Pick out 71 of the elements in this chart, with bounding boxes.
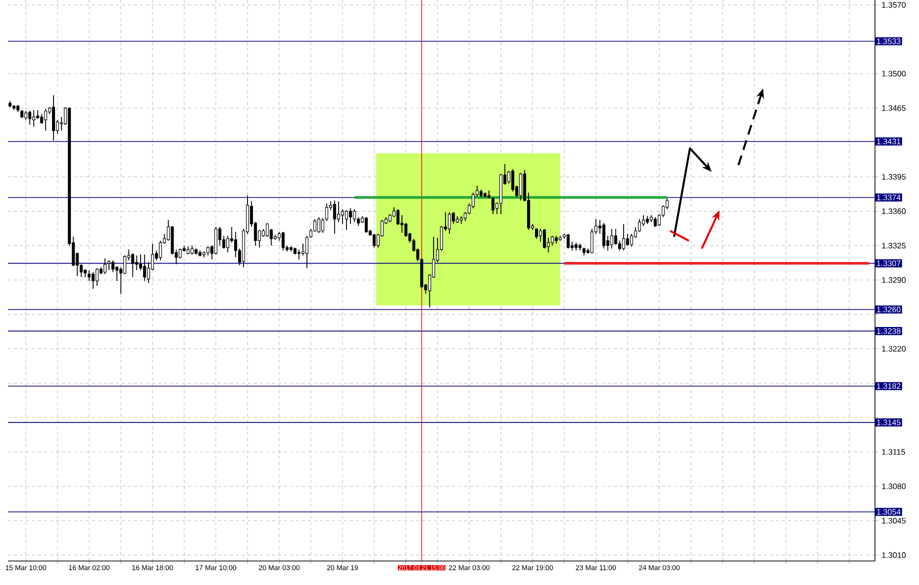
candlestick xyxy=(135,254,138,271)
candlestick xyxy=(298,249,300,260)
candlestick xyxy=(337,200,340,222)
candlestick xyxy=(123,254,126,275)
ref-line-label: 1.3145 xyxy=(877,420,901,426)
candlestick xyxy=(372,233,376,248)
candlestick xyxy=(226,235,230,253)
candlestick xyxy=(333,200,336,234)
candlestick xyxy=(96,268,99,286)
candlestick xyxy=(107,260,110,271)
candlestick xyxy=(317,216,320,234)
candlestick xyxy=(511,168,514,192)
candlestick xyxy=(44,108,48,132)
candlestick xyxy=(348,208,352,224)
candlestick xyxy=(590,228,594,254)
candlestick xyxy=(111,260,114,273)
y-tick-label: 1.3570 xyxy=(882,2,906,8)
candlestick xyxy=(566,233,570,250)
candlestick xyxy=(535,228,538,240)
y-tick-label: 1.3290 xyxy=(882,277,906,283)
candlestick xyxy=(654,216,657,228)
y-tick-label: 1.3080 xyxy=(882,483,906,490)
candlestick xyxy=(345,210,348,230)
candlestick xyxy=(448,212,451,234)
candlestick xyxy=(396,208,400,226)
ref-line-label: 1.3307 xyxy=(877,260,900,266)
candlestick xyxy=(622,224,626,251)
candlestick xyxy=(32,110,36,128)
y-tick-label: 1.3325 xyxy=(882,242,906,248)
y-tick-label: 1.3465 xyxy=(882,105,906,111)
candlestick xyxy=(542,228,546,250)
candlestick xyxy=(115,266,118,282)
candlestick xyxy=(143,254,146,282)
candlestick xyxy=(610,228,614,250)
candlestick xyxy=(158,240,162,261)
y-tick-label: 1.3045 xyxy=(882,518,906,524)
y-tick-label: 1.3360 xyxy=(882,208,906,214)
candlestick xyxy=(341,208,344,224)
ref-line-label: 1.3374 xyxy=(877,194,901,200)
candlestick xyxy=(630,233,634,248)
y-tick-label: 1.3500 xyxy=(882,70,906,77)
ref-line-label: 1.3054 xyxy=(877,509,901,515)
candlestick xyxy=(352,208,356,222)
candlestick xyxy=(491,197,494,215)
y-tick-label: 1.3010 xyxy=(882,552,906,558)
candlestick xyxy=(40,114,44,124)
y-tick-label: 1.3220 xyxy=(882,346,906,352)
candlestick xyxy=(92,272,95,290)
candlestick xyxy=(28,110,32,126)
candlestick xyxy=(104,258,106,275)
candlestick xyxy=(282,231,285,251)
candlestick xyxy=(88,270,91,282)
y-tick-label: 1.3115 xyxy=(882,449,906,455)
candlestick xyxy=(626,233,630,246)
candlestick xyxy=(364,216,368,234)
candlestick xyxy=(131,253,134,278)
candlestick xyxy=(178,248,182,259)
ref-line-label: 1.3182 xyxy=(877,383,900,389)
candlestick xyxy=(550,235,554,246)
y-tick-label: 1.3395 xyxy=(882,174,906,180)
candlestick xyxy=(519,172,522,201)
ref-line-label: 1.3238 xyxy=(877,328,901,334)
candlestick xyxy=(404,222,408,238)
ref-line-label: 1.3533 xyxy=(877,38,901,44)
candlestick xyxy=(602,222,606,250)
candlestick xyxy=(52,94,56,141)
candlestick xyxy=(614,228,618,246)
ref-line-label: 1.3431 xyxy=(877,138,900,144)
candlestick xyxy=(305,235,308,269)
candlestick xyxy=(266,222,269,238)
ref-line-label: 1.3260 xyxy=(877,306,901,312)
